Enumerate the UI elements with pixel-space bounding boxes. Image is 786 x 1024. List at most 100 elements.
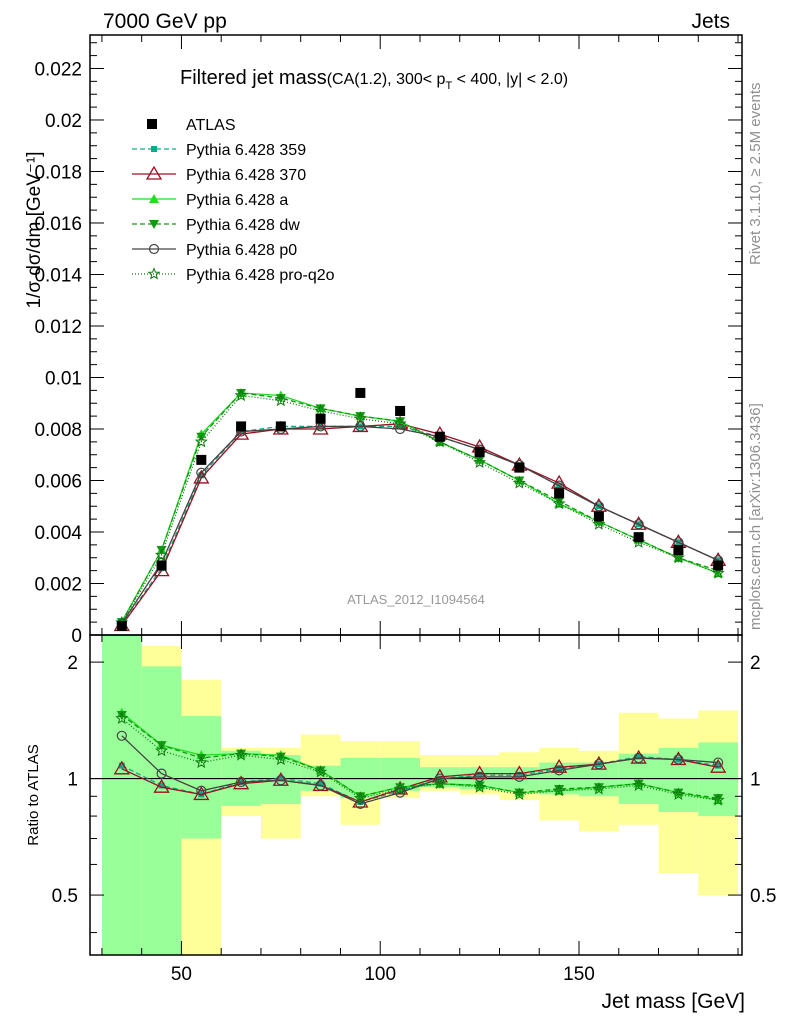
legend-marker-4 (148, 243, 160, 255)
series-point-3 (474, 455, 485, 465)
data-point (275, 421, 286, 432)
ratio-point-4 (554, 765, 565, 776)
ratio-point-4 (235, 776, 247, 788)
x-tick-label: 100 (364, 964, 396, 985)
ratio-y-axis-label: Ratio to ATLAS (25, 744, 42, 845)
ratio-tick-label-left: 0.5 (52, 886, 78, 907)
band-green-1 (141, 666, 182, 955)
ratio-point-3 (315, 766, 326, 776)
series-point-4 (593, 501, 604, 512)
ratio-point-4 (593, 758, 604, 770)
ratio-tick-label-right: 0.5 (750, 886, 776, 907)
x-tick-label: 50 (171, 964, 192, 985)
series-point-0 (198, 472, 205, 479)
series-point-1 (193, 469, 210, 484)
legend-label-1: Pythia 6.428 370 (186, 167, 306, 184)
data-point (514, 462, 525, 473)
ratio-point-5 (473, 780, 487, 793)
x-tick-label: 150 (563, 964, 595, 985)
ratio-point-4 (713, 757, 724, 768)
legend-label-4: Pythia 6.428 p0 (186, 242, 297, 259)
series-point-3 (315, 404, 326, 414)
ratio-point-4 (156, 768, 167, 779)
series-point-5 (512, 476, 526, 489)
series-point-5 (711, 566, 725, 579)
data-point (713, 560, 724, 571)
series-point-3 (395, 417, 406, 427)
series-point-3 (355, 412, 366, 422)
ratio-point-1 (550, 758, 568, 773)
series-point-3 (236, 388, 247, 398)
axis-ticks: 50 100 150 0 0.002 0.004 0.006 0.008 0.01 0.012 0.… (34, 35, 776, 985)
main-series-lines (113, 387, 727, 632)
y-tick-label: 0.012 (34, 317, 82, 338)
ratio-point-4 (394, 787, 406, 798)
header-left-label: 7000 GeV pp (103, 10, 227, 33)
band-green-0 (101, 635, 142, 955)
series-line-5 (121, 394, 719, 623)
y-tick-label: 0.014 (34, 265, 82, 286)
series-point-5 (234, 388, 248, 402)
series-point-1 (232, 425, 250, 440)
ratio-point-5 (671, 787, 685, 801)
legend-label-5: Pythia 6.428 pro-q2o (186, 267, 335, 284)
y-tick-label: 0.002 (34, 574, 82, 595)
ratio-series-lines (113, 707, 727, 810)
ratio-panel-frame (89, 634, 743, 956)
series-point-5 (194, 435, 208, 448)
analysis-label: ATLAS_2012_I1094564 (347, 592, 485, 607)
ratio-point-5 (632, 778, 646, 792)
ratio-line-4 (121, 735, 719, 805)
legend-label-0: Pythia 6.428 359 (186, 142, 306, 159)
x-axis-label: Jet mass [GeV] (601, 990, 745, 1013)
ratio-point-3 (554, 784, 565, 794)
band-green-2 (181, 716, 222, 839)
data-point (355, 387, 366, 398)
series-point-3 (514, 476, 525, 486)
y-tick-label: 0.006 (34, 471, 82, 492)
legend-marker-5 (147, 267, 161, 280)
ratio-point-4 (355, 798, 366, 810)
ratio-point-0 (158, 782, 165, 789)
ratio-point-0 (277, 775, 284, 782)
band-green-15 (698, 742, 739, 817)
series-point-3 (275, 394, 286, 404)
series-point-4 (394, 423, 406, 435)
ratio-point-3 (633, 779, 644, 789)
ratio-point-3 (593, 783, 604, 793)
series-point-5 (274, 393, 288, 407)
ratio-point-0 (556, 765, 563, 772)
data-point (633, 532, 644, 543)
ratio-point-5 (274, 752, 288, 766)
header-right-label: Jets (691, 10, 730, 33)
ratio-point-4 (514, 771, 525, 783)
y-tick-label: 0.018 (34, 162, 82, 183)
series-point-5 (592, 517, 606, 530)
data-point (673, 545, 684, 556)
series-point-5 (552, 496, 566, 510)
y-tick-label: 0.022 (34, 59, 82, 80)
ratio-point-0 (317, 780, 324, 787)
ratio-point-4 (196, 785, 207, 796)
ratio-point-1 (471, 765, 488, 780)
ratio-point-5 (234, 748, 248, 761)
series-point-4 (196, 467, 207, 478)
ratio-point-0 (635, 753, 642, 760)
data-point (156, 560, 167, 571)
data-point (315, 413, 326, 424)
ratio-point-1 (153, 778, 170, 793)
ratio-point-0 (476, 772, 483, 779)
y-tick-label: 0.004 (34, 523, 82, 544)
y-tick-label: 0.02 (45, 111, 82, 132)
ratio-point-3 (514, 788, 525, 798)
rivet-version-label: Rivet 3.1.10, ≥ 2.5M events (747, 83, 764, 266)
data-point (395, 405, 406, 416)
ratio-tick-label-right: 2 (750, 653, 761, 674)
ratio-tick-label-left: 2 (67, 653, 78, 674)
ratio-tick-label-right: 1 (750, 770, 761, 791)
ratio-point-5 (433, 776, 447, 790)
ratio-point-4 (275, 775, 286, 786)
series-point-5 (671, 550, 685, 564)
series-point-4 (633, 519, 644, 530)
